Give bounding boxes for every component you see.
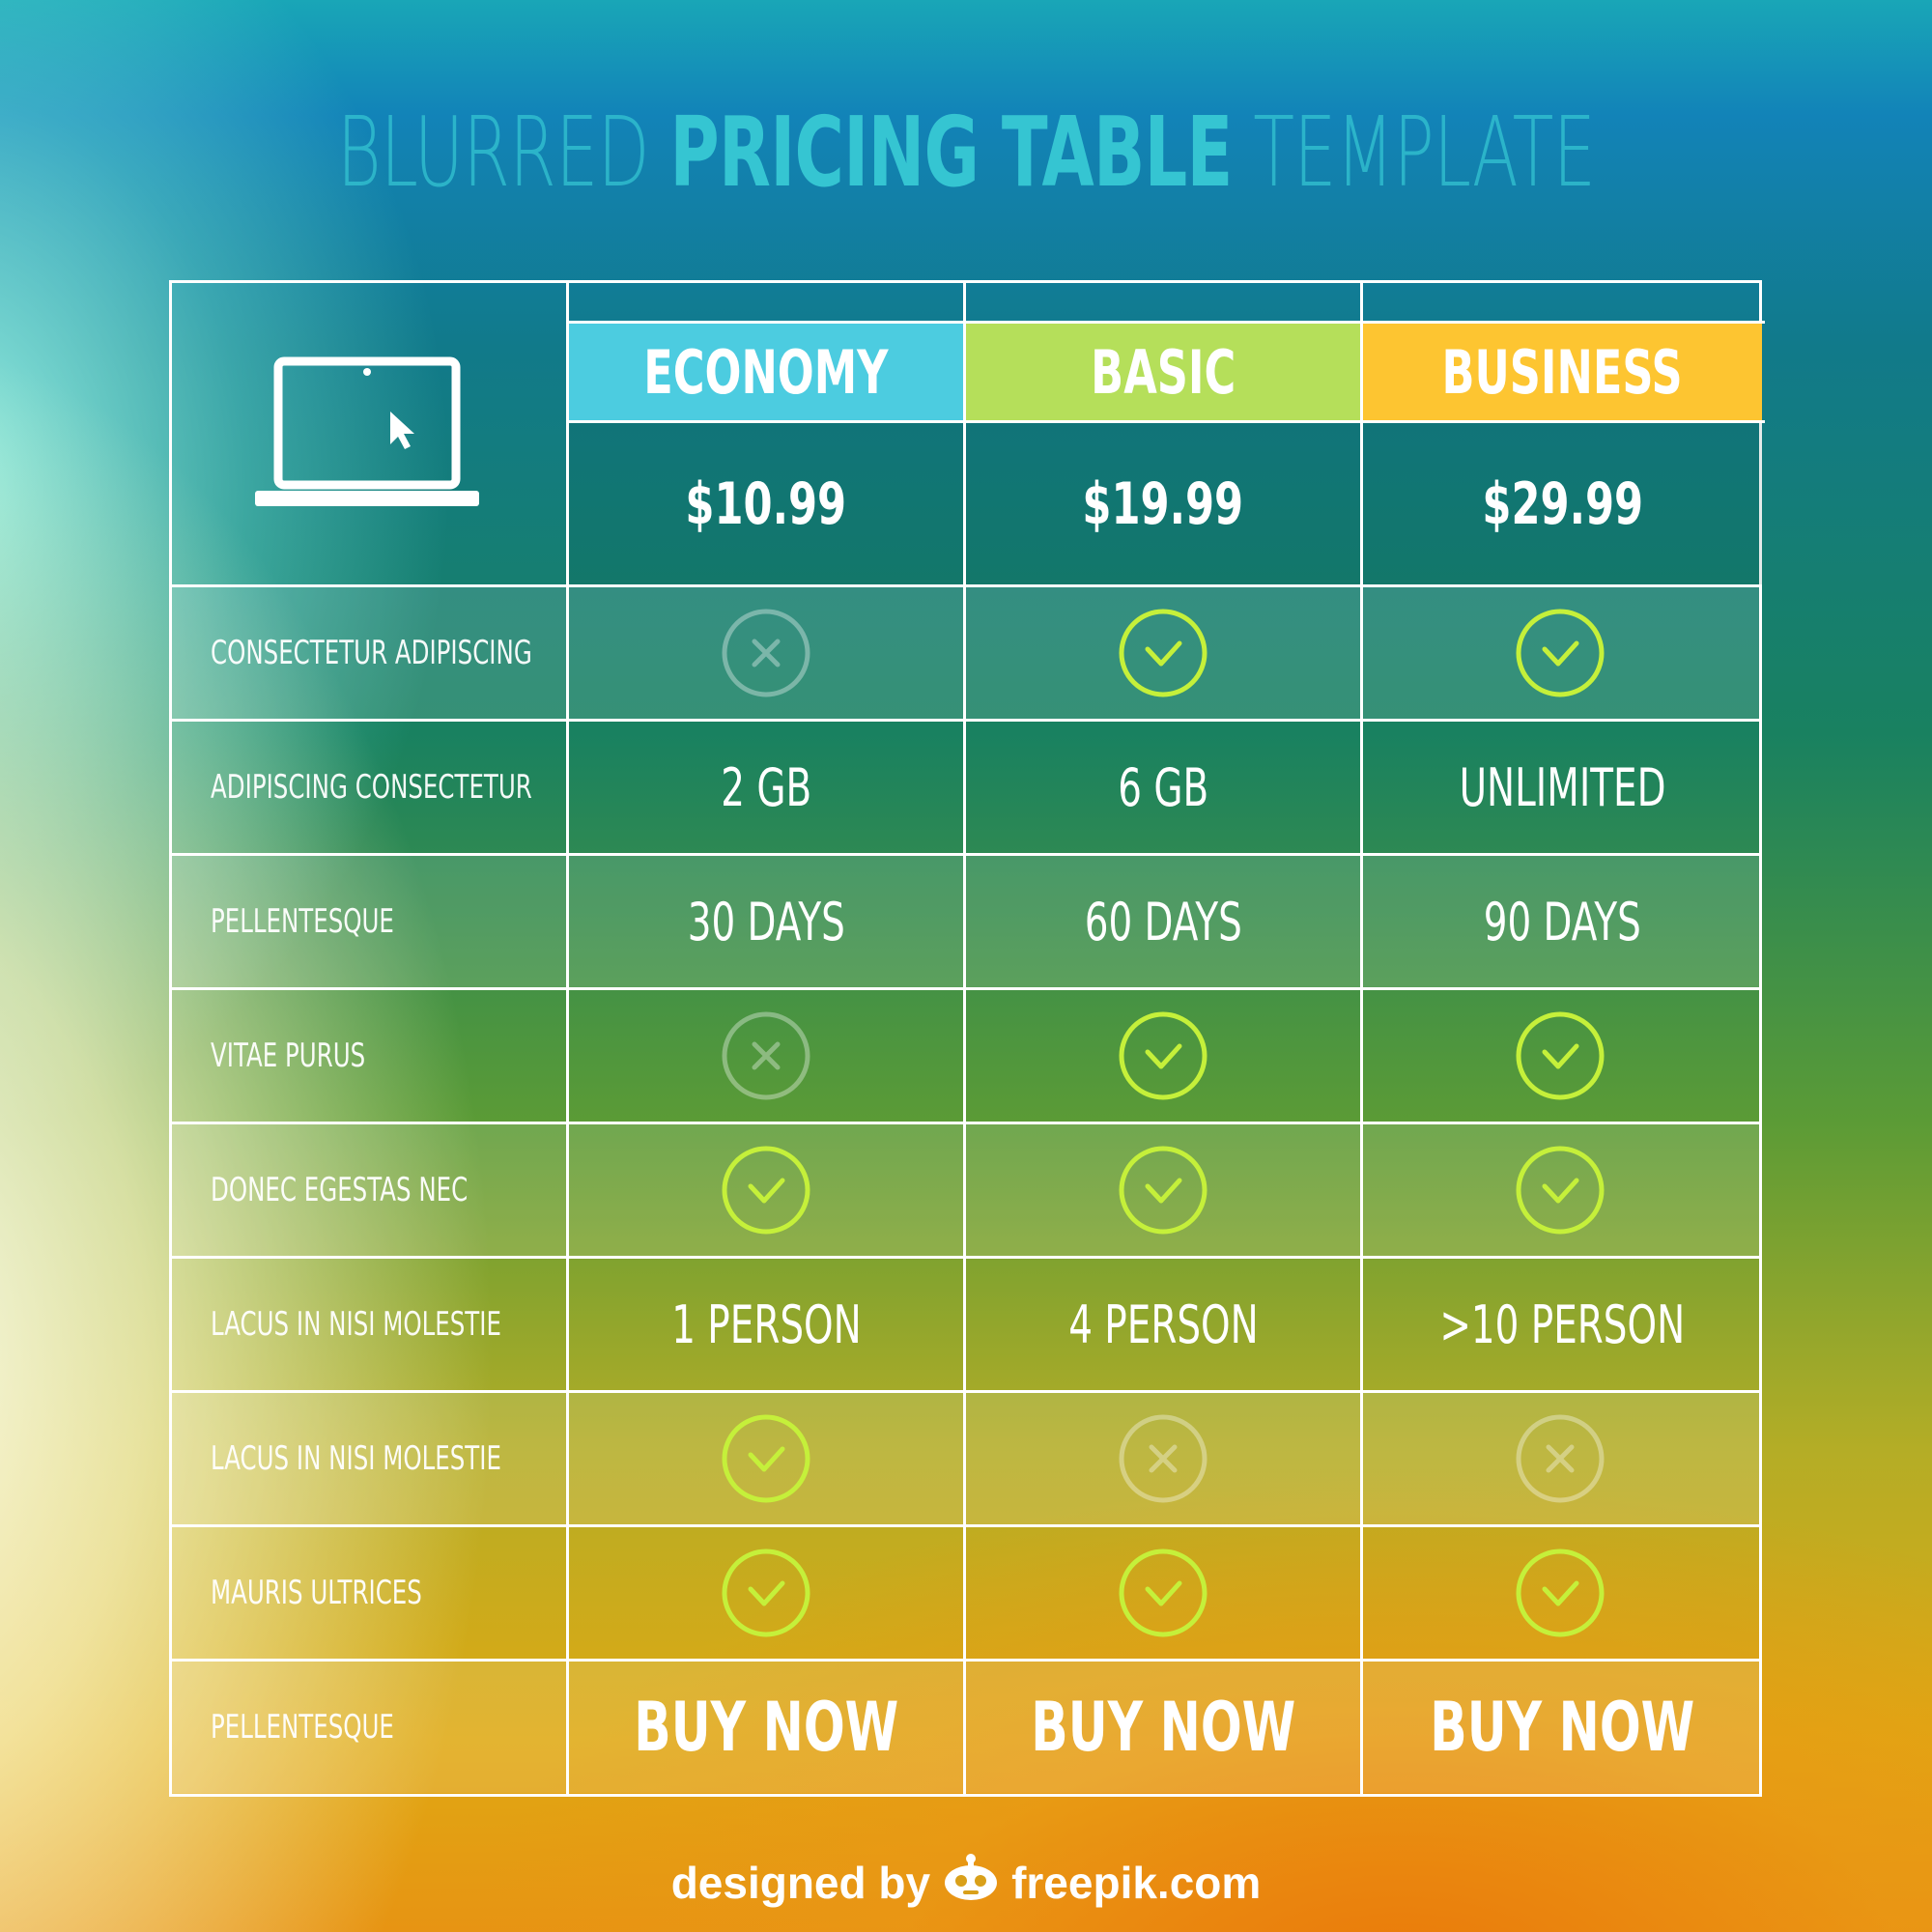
check-circle-icon: [966, 587, 1360, 719]
grid-line: [172, 853, 1759, 856]
feature-label: LACUS IN NISI MOLESTIE: [211, 1393, 558, 1524]
grid-line: [172, 1659, 1759, 1662]
feature-value-label: 60 DAYS: [1084, 891, 1242, 952]
buy-now-button-label: BUY NOW: [1430, 1688, 1695, 1767]
feature-value: 6 GB: [966, 722, 1360, 853]
price-cell-bg: [966, 423, 1360, 584]
feature-value: 1 PERSON: [569, 1259, 963, 1390]
buy-now-button-label: BUY NOW: [633, 1688, 899, 1767]
feature-label: ADIPISCING CONSECTETUR: [211, 722, 558, 853]
buy-now-button-label: BUY NOW: [1030, 1688, 1296, 1767]
title-part-1: BLURRED: [336, 96, 650, 209]
feature-value-label: 4 PERSON: [1067, 1293, 1259, 1355]
title-part-3: TEMPLATE: [1253, 96, 1596, 209]
plan-name-label: ECONOMY: [643, 336, 889, 408]
feature-value: >10 PERSON: [1363, 1259, 1762, 1390]
footer-credit: designed by freepik.com: [0, 1850, 1932, 1915]
feature-label: LACUS IN NISI MOLESTIE: [211, 1259, 558, 1390]
grid-line: [172, 987, 1759, 990]
feature-value-label: 30 DAYS: [687, 891, 845, 952]
grid-line: [963, 283, 966, 1794]
check-circle-icon: [569, 1393, 963, 1524]
feature-label-label: PELLENTESQUE: [211, 902, 394, 941]
feature-label-label: CONSECTETUR ADIPISCING: [211, 634, 532, 672]
grid-line: [569, 420, 1765, 423]
feature-value: 2 GB: [569, 722, 963, 853]
feature-label-label: DONEC EGESTAS NEC: [211, 1171, 469, 1209]
feature-value: 90 DAYS: [1363, 856, 1762, 987]
check-circle-icon: [1363, 1527, 1757, 1659]
feature-label: PELLENTESQUE: [211, 1662, 558, 1793]
feature-label-label: LACUS IN NISI MOLESTIE: [211, 1439, 501, 1478]
plan-name: BUSINESS: [1363, 324, 1762, 420]
plan-name: ECONOMY: [569, 324, 963, 420]
plan-name-label: BASIC: [1090, 336, 1236, 408]
price-cell-bg: [1363, 423, 1762, 584]
feature-value-label: 2 GB: [721, 756, 811, 818]
buy-now-button[interactable]: BUY NOW: [569, 1662, 963, 1793]
grid-line: [172, 1390, 1759, 1393]
check-circle-icon: [966, 1124, 1360, 1256]
check-circle-icon: [966, 1527, 1360, 1659]
plan-name: BASIC: [966, 324, 1360, 420]
grid-line: [172, 1256, 1759, 1259]
feature-label-label: VITAE PURUS: [211, 1037, 366, 1075]
cross-circle-icon: [1363, 1393, 1757, 1524]
feature-value-label: 90 DAYS: [1483, 891, 1642, 952]
feature-value: 60 DAYS: [966, 856, 1360, 987]
plan-header-bg: [569, 324, 963, 420]
plan-header-bg: [966, 324, 1360, 420]
plan-price: $29.99: [1363, 423, 1762, 584]
plan-price: $19.99: [966, 423, 1360, 584]
feature-value: 30 DAYS: [569, 856, 963, 987]
buy-now-button[interactable]: BUY NOW: [966, 1662, 1360, 1793]
footer-brand: freepik.com: [1011, 1857, 1262, 1908]
cross-circle-icon: [569, 990, 963, 1122]
feature-value: UNLIMITED: [1363, 722, 1762, 853]
feature-value-label: >10 PERSON: [1439, 1293, 1686, 1355]
grid-line: [1360, 283, 1363, 1794]
grid-line: [569, 321, 1765, 324]
check-circle-icon: [966, 990, 1360, 1122]
laptop-icon: [172, 283, 566, 584]
grid-line: [172, 1122, 1759, 1124]
check-circle-icon: [1363, 990, 1757, 1122]
feature-value-label: UNLIMITED: [1459, 756, 1666, 818]
check-circle-icon: [569, 1527, 963, 1659]
page-title: BLURRED PRICING TABLE TEMPLATE: [290, 95, 1642, 211]
pricing-table: ECONOMY $10.99 BASIC $19.99 BUSINESS $29.99 CO…: [169, 280, 1765, 1797]
buy-now-button[interactable]: BUY NOW: [1363, 1662, 1762, 1793]
cross-circle-icon: [569, 587, 963, 719]
feature-label-label: PELLENTESQUE: [211, 1708, 394, 1747]
feature-value-label: 1 PERSON: [670, 1293, 862, 1355]
grid-line: [172, 719, 1759, 722]
plan-price-label: $29.99: [1482, 469, 1643, 538]
feature-label-label: LACUS IN NISI MOLESTIE: [211, 1305, 501, 1344]
feature-value-label: 6 GB: [1118, 756, 1208, 818]
check-circle-icon: [1363, 1124, 1757, 1256]
plan-name-label: BUSINESS: [1441, 336, 1684, 408]
check-circle-icon: [569, 1124, 963, 1256]
feature-label: VITAE PURUS: [211, 990, 558, 1122]
cross-circle-icon: [966, 1393, 1360, 1524]
check-circle-icon: [1363, 587, 1757, 719]
feature-label-label: ADIPISCING CONSECTETUR: [211, 768, 532, 807]
freepik-logo-icon: [940, 1850, 1002, 1915]
title-part-2: PRICING TABLE: [669, 96, 1233, 209]
price-cell-bg: [569, 423, 963, 584]
feature-label: MAURIS ULTRICES: [211, 1527, 558, 1659]
plan-price: $10.99: [569, 423, 963, 584]
plan-price-label: $10.99: [685, 469, 847, 538]
feature-label: DONEC EGESTAS NEC: [211, 1124, 558, 1256]
grid-line: [566, 283, 569, 1794]
plan-header-bg: [1363, 324, 1762, 420]
feature-label: PELLENTESQUE: [211, 856, 558, 987]
grid-line: [172, 584, 1759, 587]
feature-label: CONSECTETUR ADIPISCING: [211, 587, 558, 719]
feature-label-label: MAURIS ULTRICES: [211, 1574, 422, 1612]
plan-price-label: $19.99: [1082, 469, 1244, 538]
footer-prefix: designed by: [670, 1857, 931, 1908]
grid-line: [172, 1524, 1759, 1527]
feature-value: 4 PERSON: [966, 1259, 1360, 1390]
